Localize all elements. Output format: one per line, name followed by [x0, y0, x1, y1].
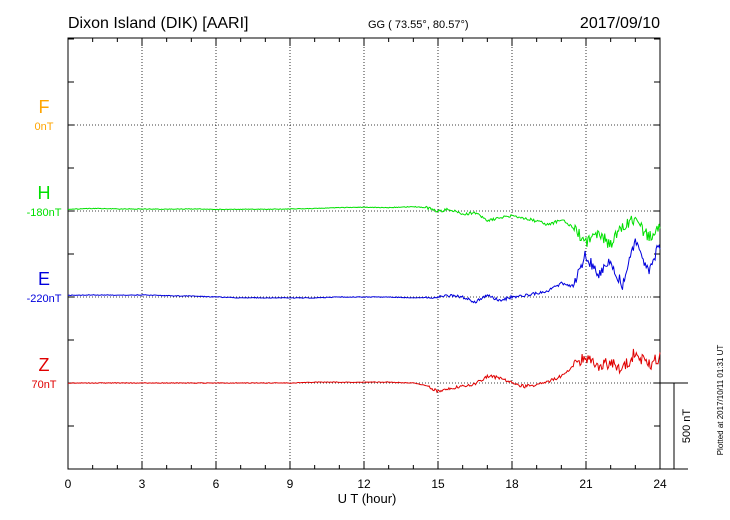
- x-tick-label: 9: [287, 477, 294, 491]
- x-axis-label: U T (hour): [338, 491, 397, 506]
- axis-ticks: 0 3 6 9 12 15 18 21 24: [65, 38, 667, 491]
- x-tick-label: 15: [431, 477, 445, 491]
- scale-bar: 500 nT: [660, 382, 693, 470]
- channel-baseline-z: 70nT: [31, 379, 56, 391]
- grid-lines: [68, 38, 660, 469]
- x-tick-label: 21: [579, 477, 593, 491]
- plotted-timestamp: Plotted at 2017/10/11 01:31 UT: [716, 345, 725, 456]
- x-tick-label: 0: [65, 477, 72, 491]
- scale-bar-label: 500 nT: [681, 409, 693, 444]
- channel-baseline-e: -220nT: [27, 293, 62, 305]
- x-tick-label: 18: [505, 477, 519, 491]
- trace-z: [67, 348, 661, 394]
- channel-baseline-f: 0nT: [35, 121, 54, 133]
- channel-name-z: Z: [39, 355, 50, 375]
- coordinates-label: GG ( 73.55°, 80.57°): [368, 19, 469, 31]
- x-tick-label: 6: [213, 477, 220, 491]
- x-tick-label: 3: [139, 477, 146, 491]
- trace-e: [67, 238, 661, 304]
- date-label: 2017/09/10: [580, 15, 660, 32]
- trace-h: [67, 205, 661, 248]
- x-tick-label: 24: [653, 477, 667, 491]
- station-title: Dixon Island (DIK) [AARI]: [68, 15, 249, 32]
- channel-name-h: H: [38, 183, 51, 203]
- channel-baseline-h: -180nT: [27, 207, 62, 219]
- channel-labels: F 0nT H -180nT E -220nT Z 70nT: [27, 97, 62, 391]
- channel-name-e: E: [38, 269, 50, 289]
- traces: [67, 205, 661, 394]
- channel-name-f: F: [39, 97, 50, 117]
- x-tick-label: 12: [357, 477, 371, 491]
